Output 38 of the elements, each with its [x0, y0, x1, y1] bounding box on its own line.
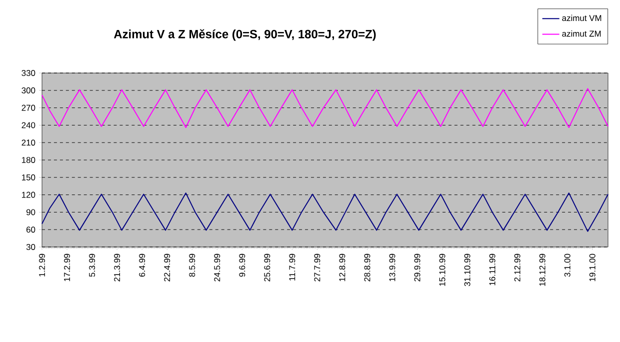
x-tick-label: 29.9.99: [414, 254, 420, 282]
y-tick-label: 90: [26, 209, 36, 216]
x-tick-label: 2.12.99: [514, 254, 520, 282]
x-tick-label: 27.7.99: [314, 254, 320, 282]
x-tick-label: 16.11.99: [489, 254, 496, 286]
x-tick-label: 3.1.00: [564, 254, 570, 277]
legend-label: azimut ZM: [562, 30, 601, 37]
y-tick-label: 180: [22, 157, 36, 163]
x-tick-label: 6.4.99: [139, 254, 146, 277]
y-tick-label: 210: [22, 140, 36, 146]
x-tick-label: 21.3.99: [114, 254, 120, 282]
x-tick-label: 1.2.99: [39, 254, 45, 276]
x-tick-label: 15.10.99: [439, 254, 446, 286]
line-series: [42, 88, 609, 128]
y-tick-label: 300: [22, 87, 36, 94]
x-tick-label: 18.12.99: [539, 254, 546, 286]
x-tick-label: 5.3.99: [89, 254, 96, 277]
y-tick-label: 330: [22, 70, 36, 76]
y-tick-label: 270: [22, 104, 36, 111]
x-tick-label: 25.6.99: [264, 254, 270, 282]
y-tick-label: 240: [22, 122, 36, 128]
y-tick-label: 60: [26, 226, 36, 233]
x-tick-label: 19.1.00: [589, 254, 596, 282]
x-tick-label: 13.9.99: [389, 254, 396, 282]
x-tick-label: 8.5.99: [189, 254, 196, 277]
x-tick-label: 24.5.99: [214, 254, 220, 282]
chart-title: Azimut V a Z Měsíce (0=S, 90=V, 180=J, 270=Z): [114, 29, 376, 41]
y-tick-label: 150: [22, 174, 36, 180]
y-tick-label: 120: [22, 192, 36, 198]
x-tick-label: 31.10.99: [464, 254, 470, 286]
x-tick-label: 11.7.99: [289, 254, 296, 281]
y-tick-label: 30: [26, 244, 36, 250]
x-tick-label: 12.8.99: [339, 254, 346, 282]
x-tick-label: 17.2.99: [64, 254, 70, 282]
x-tick-label: 28.8.99: [364, 254, 370, 282]
x-tick-label: 9.6.99: [239, 254, 246, 277]
x-tick-label: 22.4.99: [164, 254, 170, 282]
legend-label: azimut VM: [562, 14, 602, 22]
